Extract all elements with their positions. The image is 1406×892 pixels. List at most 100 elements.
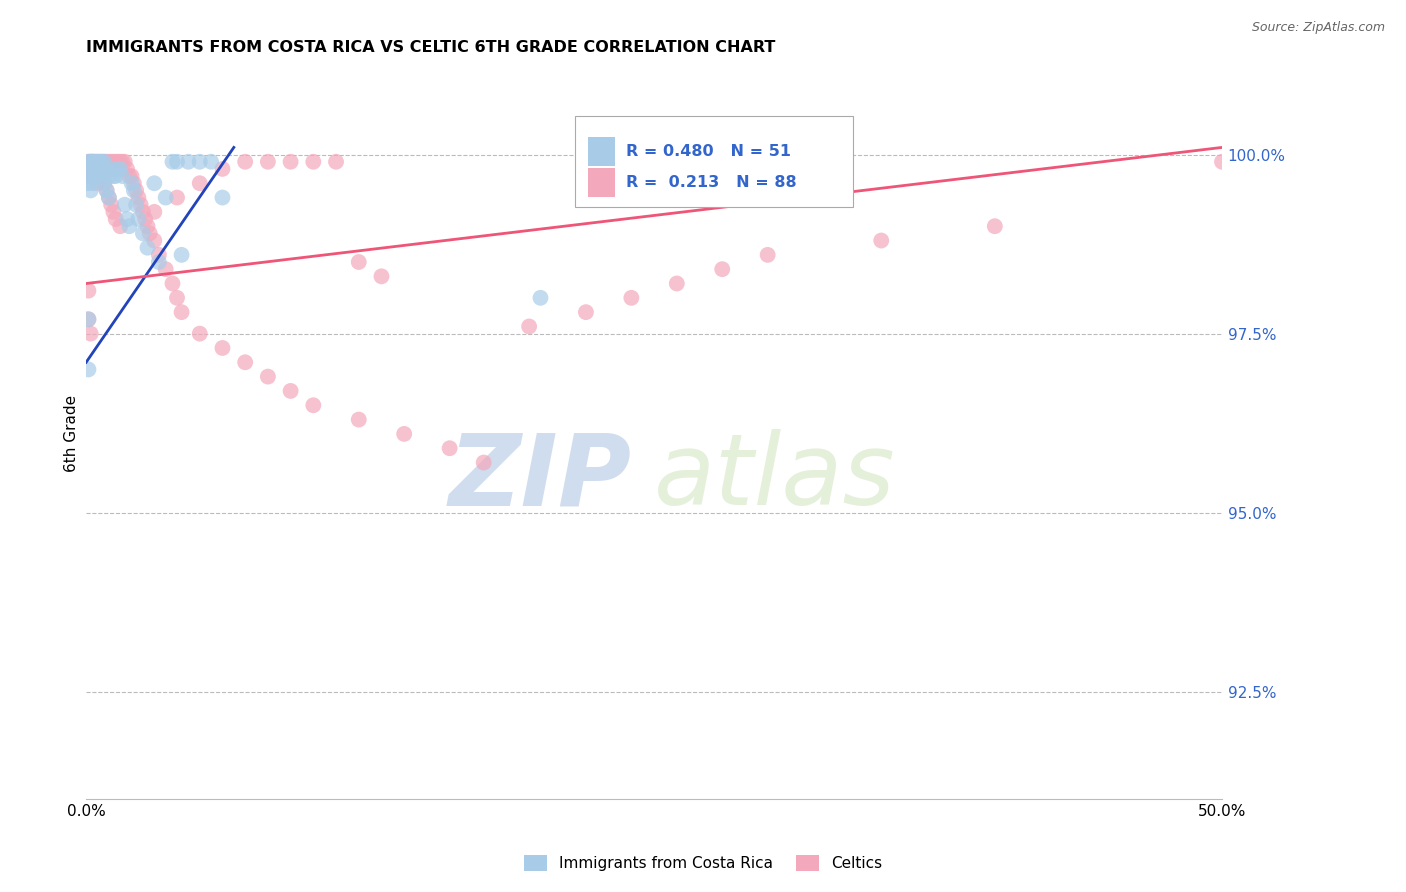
Point	[77, 161, 100, 176]
Point	[575, 305, 598, 319]
Point	[110, 219, 132, 234]
Point	[870, 234, 893, 248]
Point	[107, 161, 129, 176]
FancyBboxPatch shape	[588, 169, 616, 197]
Point	[155, 262, 177, 277]
Point	[107, 154, 129, 169]
Point	[97, 190, 120, 204]
Point	[103, 169, 125, 183]
Point	[211, 190, 233, 204]
Point	[82, 161, 104, 176]
Point	[82, 176, 104, 190]
Text: R = 0.480   N = 51: R = 0.480 N = 51	[626, 145, 790, 159]
Point	[139, 227, 162, 241]
Point	[114, 154, 136, 169]
Point	[84, 154, 107, 169]
Point	[325, 154, 347, 169]
Point	[103, 154, 125, 169]
Point	[162, 277, 184, 291]
Point	[472, 456, 495, 470]
Point	[132, 227, 155, 241]
Point	[100, 198, 122, 212]
Point	[188, 154, 211, 169]
Point	[162, 154, 184, 169]
Point	[122, 176, 145, 190]
Point	[620, 291, 643, 305]
Point	[125, 183, 148, 197]
Point	[280, 154, 302, 169]
Point	[86, 176, 108, 190]
Point	[104, 169, 127, 183]
Point	[93, 154, 115, 169]
FancyBboxPatch shape	[575, 116, 853, 208]
Point	[86, 161, 108, 176]
Text: IMMIGRANTS FROM COSTA RICA VS CELTIC 6TH GRADE CORRELATION CHART: IMMIGRANTS FROM COSTA RICA VS CELTIC 6TH…	[86, 40, 776, 55]
Point	[96, 154, 118, 169]
Point	[302, 398, 325, 412]
Point	[77, 176, 100, 190]
Point	[111, 169, 134, 183]
Point	[93, 176, 115, 190]
Point	[93, 176, 115, 190]
Point	[82, 154, 104, 169]
Point	[529, 291, 551, 305]
Point	[121, 169, 143, 183]
Point	[347, 255, 370, 269]
Point	[257, 369, 280, 384]
Point	[82, 161, 104, 176]
Point	[77, 312, 100, 326]
Point	[370, 269, 392, 284]
Point	[100, 161, 122, 176]
Point	[77, 312, 100, 326]
Point	[84, 169, 107, 183]
Point	[96, 183, 118, 197]
Point	[97, 190, 120, 204]
Point	[166, 190, 188, 204]
Point	[166, 291, 188, 305]
Point	[170, 248, 193, 262]
Point	[91, 169, 114, 183]
Point	[110, 154, 132, 169]
Point	[80, 169, 103, 183]
Point	[148, 248, 170, 262]
Point	[143, 176, 166, 190]
Point	[82, 154, 104, 169]
Point	[115, 212, 138, 227]
Point	[125, 198, 148, 212]
Point	[77, 169, 100, 183]
Point	[129, 198, 152, 212]
Point	[665, 277, 688, 291]
Point	[89, 169, 111, 183]
Point	[233, 154, 256, 169]
Point	[127, 212, 149, 227]
Point	[143, 234, 166, 248]
Point	[143, 205, 166, 219]
Point	[100, 154, 122, 169]
Point	[200, 154, 222, 169]
Point	[91, 169, 114, 183]
Point	[155, 190, 177, 204]
Point	[96, 161, 118, 176]
Point	[170, 305, 193, 319]
Point	[118, 219, 141, 234]
Text: atlas: atlas	[654, 429, 896, 526]
Point	[233, 355, 256, 369]
Point	[97, 154, 120, 169]
Point	[347, 412, 370, 426]
Point	[211, 161, 233, 176]
Point	[80, 183, 103, 197]
Point	[121, 176, 143, 190]
Point	[188, 326, 211, 341]
FancyBboxPatch shape	[588, 137, 616, 166]
Point	[86, 161, 108, 176]
Point	[188, 176, 211, 190]
Point	[84, 154, 107, 169]
Point	[80, 169, 103, 183]
Point	[127, 190, 149, 204]
Point	[211, 341, 233, 355]
Point	[77, 362, 100, 376]
Point	[80, 326, 103, 341]
Point	[104, 212, 127, 227]
Legend: Immigrants from Costa Rica, Celtics: Immigrants from Costa Rica, Celtics	[517, 849, 889, 877]
Point	[177, 154, 200, 169]
